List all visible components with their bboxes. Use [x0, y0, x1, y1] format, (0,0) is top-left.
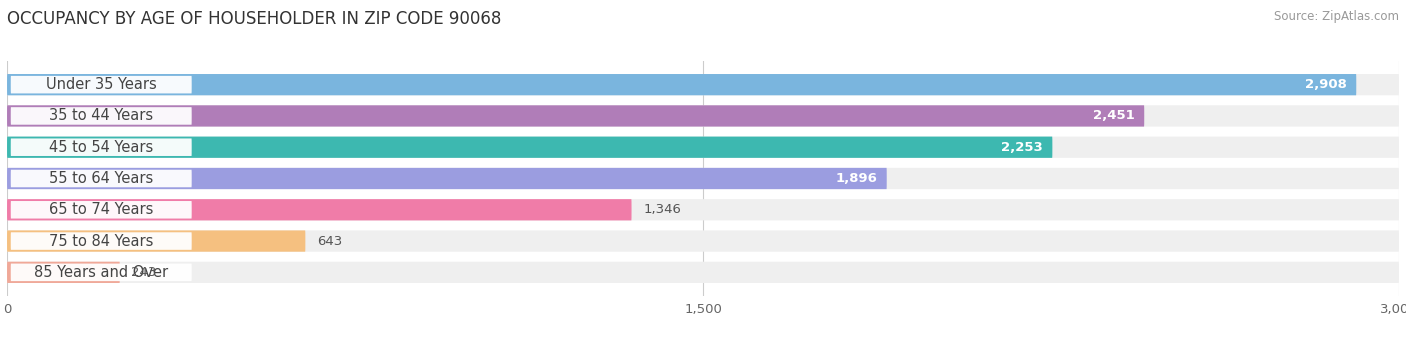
FancyBboxPatch shape [7, 199, 1399, 220]
FancyBboxPatch shape [11, 107, 191, 125]
FancyBboxPatch shape [7, 74, 1357, 95]
FancyBboxPatch shape [7, 137, 1052, 158]
Text: 2,451: 2,451 [1094, 109, 1135, 122]
Text: 45 to 54 Years: 45 to 54 Years [49, 140, 153, 155]
Text: Source: ZipAtlas.com: Source: ZipAtlas.com [1274, 10, 1399, 23]
FancyBboxPatch shape [7, 137, 1399, 158]
FancyBboxPatch shape [11, 138, 191, 156]
Text: 55 to 64 Years: 55 to 64 Years [49, 171, 153, 186]
Text: 643: 643 [316, 235, 342, 248]
FancyBboxPatch shape [7, 105, 1144, 126]
FancyBboxPatch shape [7, 105, 1399, 126]
FancyBboxPatch shape [7, 199, 631, 220]
Text: 1,346: 1,346 [643, 203, 681, 216]
Text: 243: 243 [131, 266, 156, 279]
Text: 2,253: 2,253 [1001, 141, 1043, 154]
FancyBboxPatch shape [7, 231, 1399, 252]
FancyBboxPatch shape [11, 170, 191, 187]
FancyBboxPatch shape [11, 264, 191, 281]
Text: 65 to 74 Years: 65 to 74 Years [49, 202, 153, 217]
FancyBboxPatch shape [7, 168, 1399, 189]
FancyBboxPatch shape [7, 168, 887, 189]
FancyBboxPatch shape [7, 262, 1399, 283]
Text: Under 35 Years: Under 35 Years [46, 77, 156, 92]
FancyBboxPatch shape [11, 232, 191, 250]
FancyBboxPatch shape [7, 231, 305, 252]
Text: 1,896: 1,896 [835, 172, 877, 185]
FancyBboxPatch shape [7, 262, 120, 283]
Text: OCCUPANCY BY AGE OF HOUSEHOLDER IN ZIP CODE 90068: OCCUPANCY BY AGE OF HOUSEHOLDER IN ZIP C… [7, 10, 502, 28]
Text: 2,908: 2,908 [1305, 78, 1347, 91]
FancyBboxPatch shape [11, 201, 191, 219]
FancyBboxPatch shape [11, 76, 191, 94]
Text: 35 to 44 Years: 35 to 44 Years [49, 108, 153, 123]
Text: 85 Years and Over: 85 Years and Over [34, 265, 169, 280]
Text: 75 to 84 Years: 75 to 84 Years [49, 234, 153, 249]
FancyBboxPatch shape [7, 74, 1399, 95]
